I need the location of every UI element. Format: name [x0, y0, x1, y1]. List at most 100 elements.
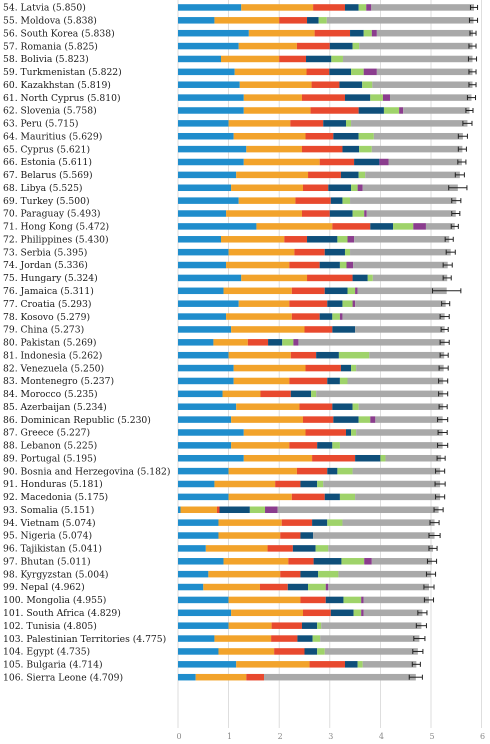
bar-segment: [178, 326, 232, 333]
bar-segment: [238, 197, 296, 204]
bar-segment: [344, 94, 371, 101]
bar-segment: [246, 673, 265, 681]
bar-segment: [226, 313, 292, 320]
row-label: 99. Nepal (4.962): [3, 582, 85, 593]
bar-segment: [178, 429, 244, 436]
x-tick-label: 3: [328, 732, 333, 741]
bar-segment: [337, 467, 353, 475]
bar-segment: [356, 364, 444, 372]
bar-segment: [301, 94, 345, 101]
bar-segment: [311, 81, 340, 88]
bar-segment: [332, 403, 353, 410]
bar-segment: [178, 339, 214, 346]
bar-segment: [337, 236, 348, 243]
bar-segment: [178, 622, 229, 629]
bar-segment: [370, 223, 394, 230]
bar-segment: [330, 197, 343, 204]
bar-segment: [178, 661, 237, 668]
bar-segment: [382, 94, 391, 101]
bar-segment: [357, 184, 363, 192]
bar-segment: [332, 442, 340, 449]
bar-segment: [228, 493, 292, 501]
bar-segment: [341, 558, 365, 565]
row-label: 105. Bulgaria (4.714): [3, 660, 103, 671]
row-label: 65. Cyprus (5.621): [3, 144, 90, 155]
bar-segment: [302, 609, 331, 617]
bar-segment: [178, 558, 224, 565]
bar-segment: [354, 236, 450, 243]
bar-segment: [213, 339, 248, 346]
bar-segment: [214, 635, 272, 642]
bar-segment: [231, 609, 303, 617]
error-bar: [423, 584, 435, 590]
bar-segment: [323, 120, 346, 127]
bar-segment: [351, 184, 358, 192]
bar-segment: [379, 158, 389, 166]
row-label: 54. Latvia (5.850): [3, 3, 86, 14]
bar-segment: [178, 94, 244, 101]
error-bar: [444, 236, 454, 242]
error-bar: [448, 185, 468, 191]
bar-segment: [178, 480, 215, 488]
bar-segment: [178, 416, 232, 423]
bar-segment: [317, 442, 333, 449]
bar-segment: [385, 454, 442, 462]
bar-segment: [329, 68, 352, 76]
bar-segment: [241, 274, 308, 282]
bar-segment: [178, 261, 227, 269]
error-bar: [442, 262, 453, 268]
bar-segment: [178, 29, 249, 37]
bar-segment: [366, 210, 456, 217]
bar-segment: [178, 184, 232, 192]
bar-segment: [350, 248, 451, 256]
bar-segment: [358, 171, 366, 179]
bar-segment: [325, 583, 329, 591]
error-bar: [436, 455, 446, 461]
error-bar: [441, 301, 451, 307]
bar-segment: [357, 661, 363, 668]
error-bar: [423, 597, 435, 603]
bar-segment: [380, 454, 386, 462]
bar-segment: [362, 661, 417, 668]
bar-segment: [228, 248, 295, 256]
bar-segment: [208, 570, 281, 578]
bar-segment: [371, 558, 433, 565]
bar-segment: [372, 81, 473, 88]
bar-segment: [383, 107, 400, 114]
bar-segment: [178, 545, 206, 552]
bar-segment: [218, 519, 282, 526]
bar-segment: [342, 313, 445, 320]
error-bar: [457, 159, 467, 165]
bar-segment: [332, 313, 340, 320]
bar-segment: [178, 351, 229, 359]
bar-segment: [178, 300, 239, 307]
row-label: 80. Pakistan (5.269): [3, 338, 96, 349]
bar-segment: [352, 467, 441, 475]
row-label: 97. Bhutan (5.011): [3, 556, 91, 567]
bar-segment: [268, 339, 283, 346]
bar-segment: [304, 648, 318, 655]
bar-segment: [355, 300, 446, 307]
bar-segment: [361, 596, 364, 604]
bar-segment: [238, 300, 290, 307]
bar-segment: [289, 261, 320, 269]
bar-segment: [214, 17, 280, 24]
bar-segment: [313, 558, 342, 565]
bar-segment: [178, 171, 237, 179]
bar-segment: [347, 377, 444, 385]
bar-segment: [297, 635, 313, 642]
bar-segment: [291, 493, 325, 501]
bar-segment: [305, 132, 334, 140]
bar-segment: [280, 570, 301, 578]
bar-segment: [350, 29, 364, 37]
bar-segment: [178, 493, 229, 501]
bar-segment: [289, 442, 318, 449]
row-labels: 54. Latvia (5.850) 55. Moldova (5.838)56.…: [3, 3, 170, 684]
bar-segment: [370, 416, 376, 423]
bar-segment: [342, 197, 351, 204]
x-tick-label: 1: [227, 732, 232, 741]
bar-segment: [178, 673, 196, 681]
bar-segment: [231, 416, 303, 423]
bar-segment: [300, 480, 318, 488]
